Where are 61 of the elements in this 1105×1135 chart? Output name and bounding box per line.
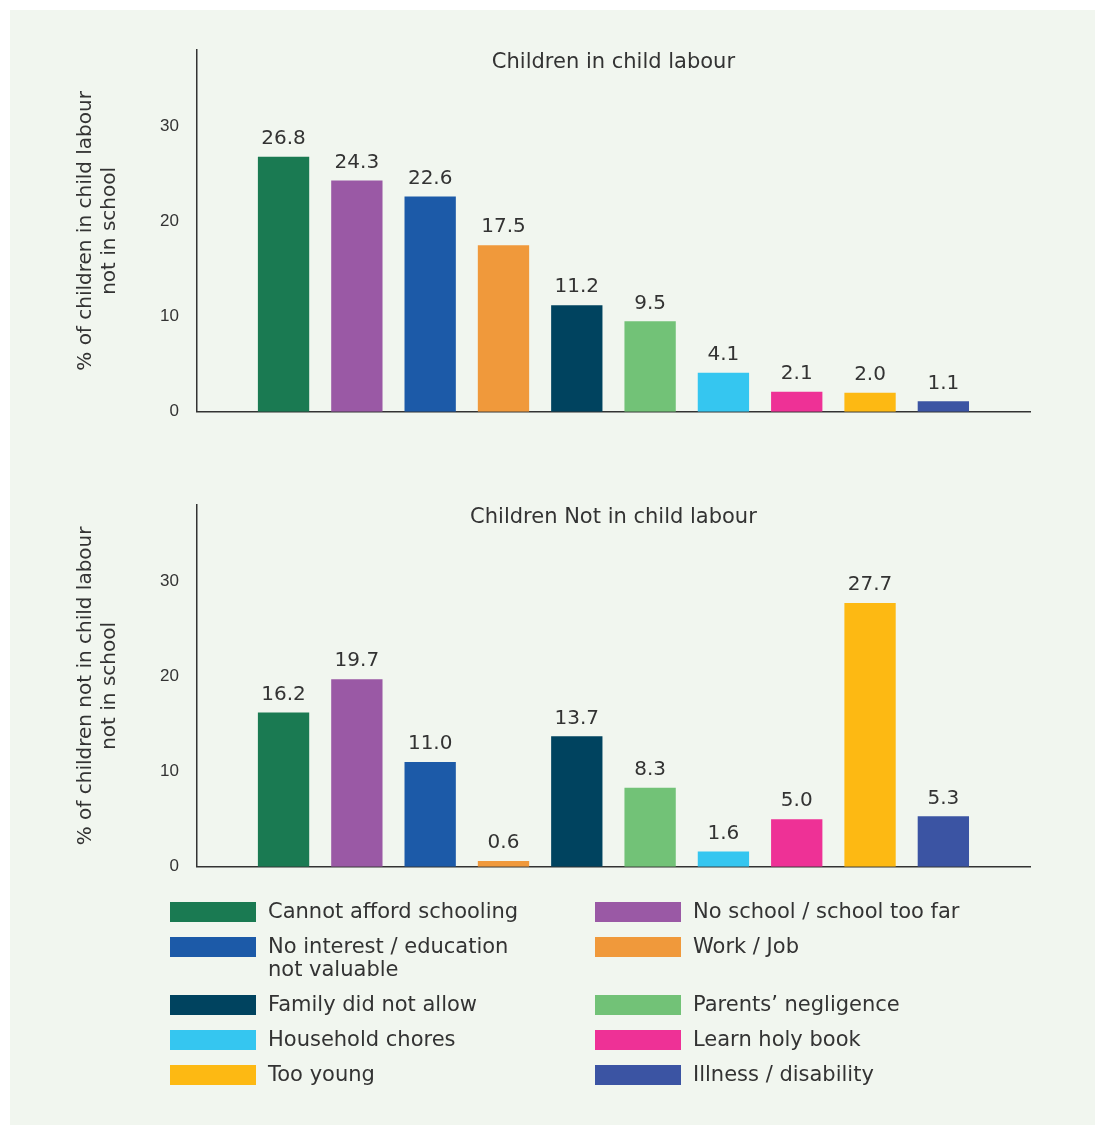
data-label: 26.8 (261, 124, 306, 149)
data-label: 0.6 (487, 829, 520, 854)
data-label: 17.5 (481, 213, 526, 238)
bar (331, 180, 383, 412)
data-label: 5.3 (927, 784, 960, 809)
legend-label: Illness / disability (693, 1062, 874, 1086)
y-tick-label: 20 (159, 211, 179, 231)
bar (917, 401, 970, 412)
legend-label: Household chores (268, 1027, 456, 1051)
bar (771, 819, 823, 867)
y-tick-label: 10 (159, 306, 179, 326)
data-label: 11.0 (407, 730, 453, 755)
data-label: 5.0 (780, 787, 813, 812)
legend-label: No interest / education not valuable (268, 934, 510, 981)
chart-title: Children in child labour (491, 48, 736, 73)
legend-label: No school / school too far (693, 899, 960, 923)
data-label: 13.7 (554, 704, 600, 729)
y-axis-title: % of children not in child labour not in school (72, 525, 121, 846)
bar (844, 392, 896, 412)
legend-label: Family did not allow (268, 992, 478, 1016)
bar (257, 712, 310, 867)
chart-title: Children Not in child labour (470, 503, 758, 528)
bar (844, 603, 896, 867)
y-tick-label: 20 (159, 666, 179, 686)
data-label: 22.6 (407, 164, 453, 189)
bar (551, 305, 603, 412)
legend-label: Learn holy book (693, 1027, 861, 1051)
y-tick-label: 30 (159, 570, 179, 590)
bar (697, 851, 750, 867)
y-tick-label: 10 (159, 761, 179, 781)
bar (624, 321, 676, 412)
data-label: 24.3 (334, 148, 380, 173)
legend-label: Too young (268, 1062, 375, 1086)
data-label: 4.1 (707, 340, 740, 365)
y-tick-label: 0 (169, 401, 179, 421)
y-tick-label: 0 (169, 856, 179, 876)
data-label: 9.5 (634, 289, 667, 314)
bar (257, 156, 310, 412)
bar (697, 372, 750, 412)
bar (624, 787, 676, 867)
data-label: 27.7 (847, 571, 893, 596)
bar (404, 762, 456, 867)
data-label: 8.3 (634, 755, 667, 780)
data-label: 2.1 (780, 360, 813, 385)
bar (917, 816, 970, 867)
data-label: 19.7 (334, 647, 380, 672)
legend-label: Parents’ negligence (693, 992, 900, 1016)
y-tick-label: 30 (159, 115, 179, 135)
legend-label: Work / Job (693, 934, 799, 958)
legend-label: Cannot afford schooling (268, 899, 519, 923)
data-label: 1.6 (707, 819, 740, 844)
data-label: 1.1 (927, 369, 960, 394)
bar (331, 679, 383, 867)
bar (551, 736, 603, 867)
data-label: 16.2 (261, 680, 306, 705)
data-label: 11.2 (554, 273, 600, 298)
bar (771, 391, 823, 412)
bar (404, 196, 456, 412)
bar (477, 245, 530, 412)
y-axis-title: % of children in child labour not in school (72, 90, 121, 371)
data-label: 2.0 (854, 360, 886, 385)
